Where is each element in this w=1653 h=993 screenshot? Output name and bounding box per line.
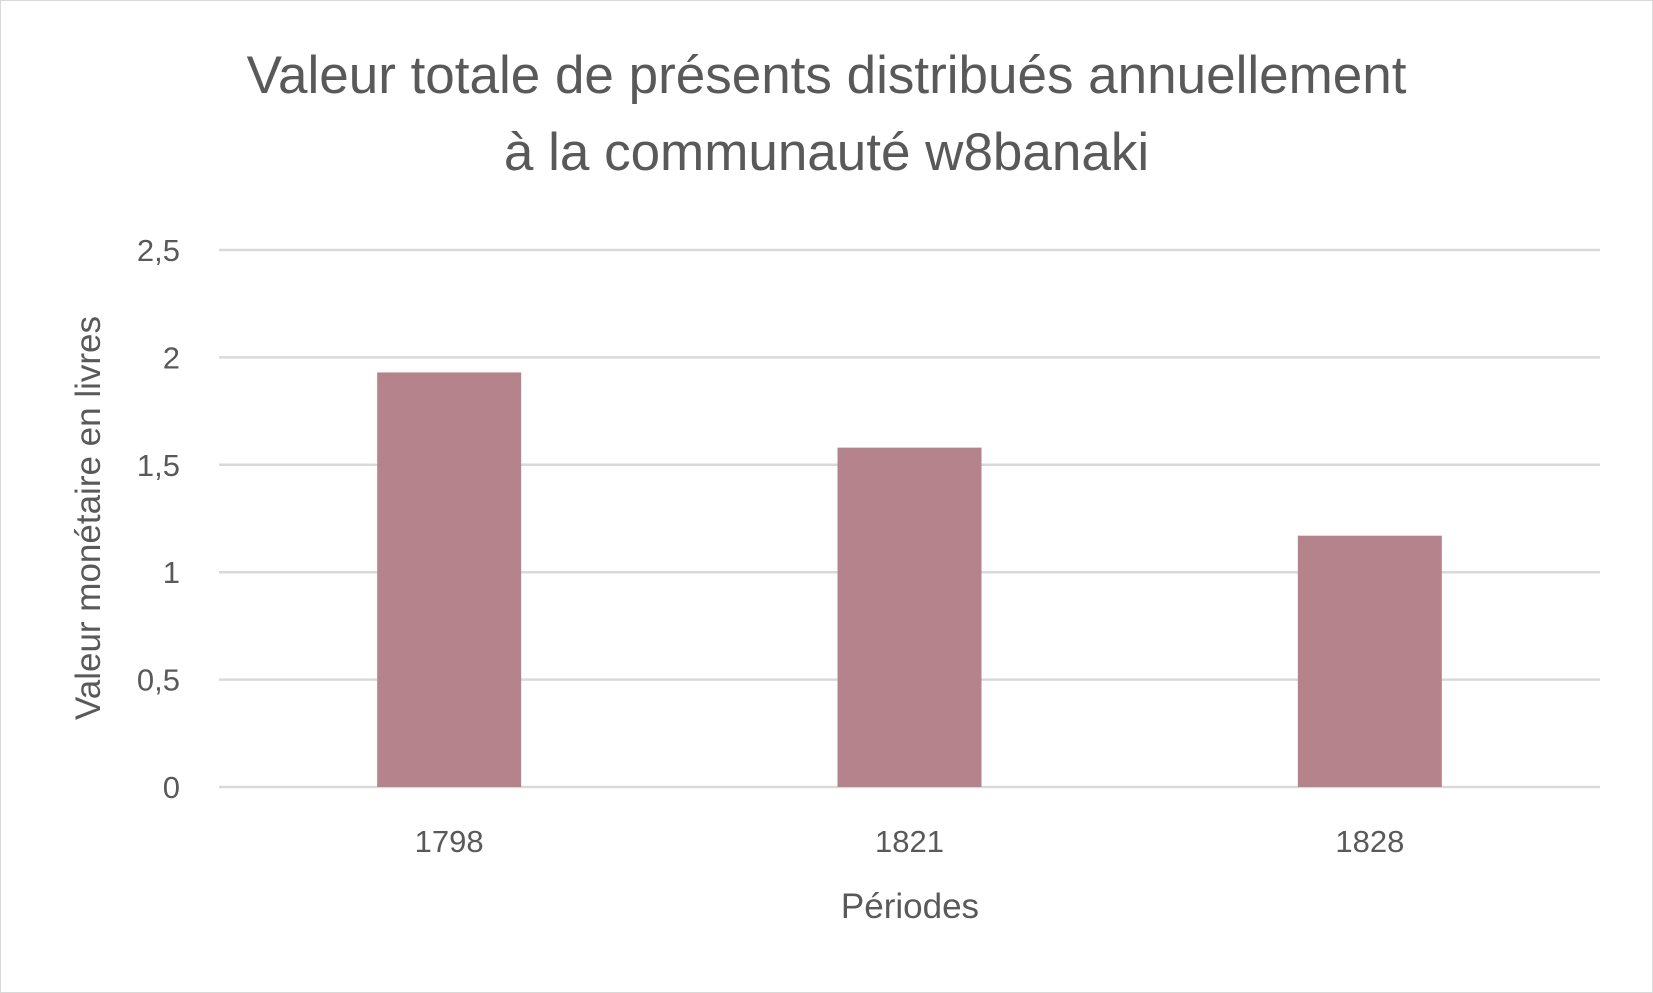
y-tick-label: 2,5 [137, 233, 180, 268]
bar-1828 [1297, 535, 1442, 787]
y-tick-label: 1,5 [137, 448, 180, 483]
chart-title-line-2: à la communauté w8banaki [503, 123, 1150, 182]
bar-1821 [837, 447, 982, 787]
x-axis-label: Périodes [841, 887, 979, 926]
x-tick-label: 1798 [415, 824, 484, 859]
x-tick-label: 1821 [875, 824, 944, 859]
y-tick-label: 0,5 [137, 663, 180, 698]
chart-title-line-1: Valeur totale de présents distribués ann… [246, 46, 1407, 105]
x-tick-label: 1828 [1335, 824, 1404, 859]
y-tick-label: 2 [163, 340, 180, 375]
y-tick-label: 1 [163, 555, 180, 590]
y-axis-label: Valeur monétaire en livres [69, 316, 108, 720]
bar-1798 [377, 372, 522, 787]
y-tick-label: 0 [163, 770, 180, 805]
